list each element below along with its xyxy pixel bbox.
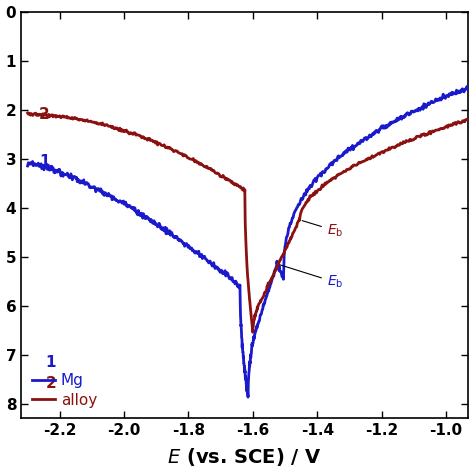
Legend: Mg, alloy: Mg, alloy [29,370,100,410]
Text: 2: 2 [39,107,50,122]
Text: 2: 2 [46,376,56,391]
Text: 1: 1 [39,154,49,168]
Text: 1: 1 [46,356,56,370]
X-axis label: $\mathit{E}$ (vs. SCE) / V: $\mathit{E}$ (vs. SCE) / V [167,447,322,468]
Text: $\mathit{E}_\mathrm{b}$: $\mathit{E}_\mathrm{b}$ [280,265,343,291]
Text: $\mathit{E}_\mathrm{b}$: $\mathit{E}_\mathrm{b}$ [302,220,343,239]
